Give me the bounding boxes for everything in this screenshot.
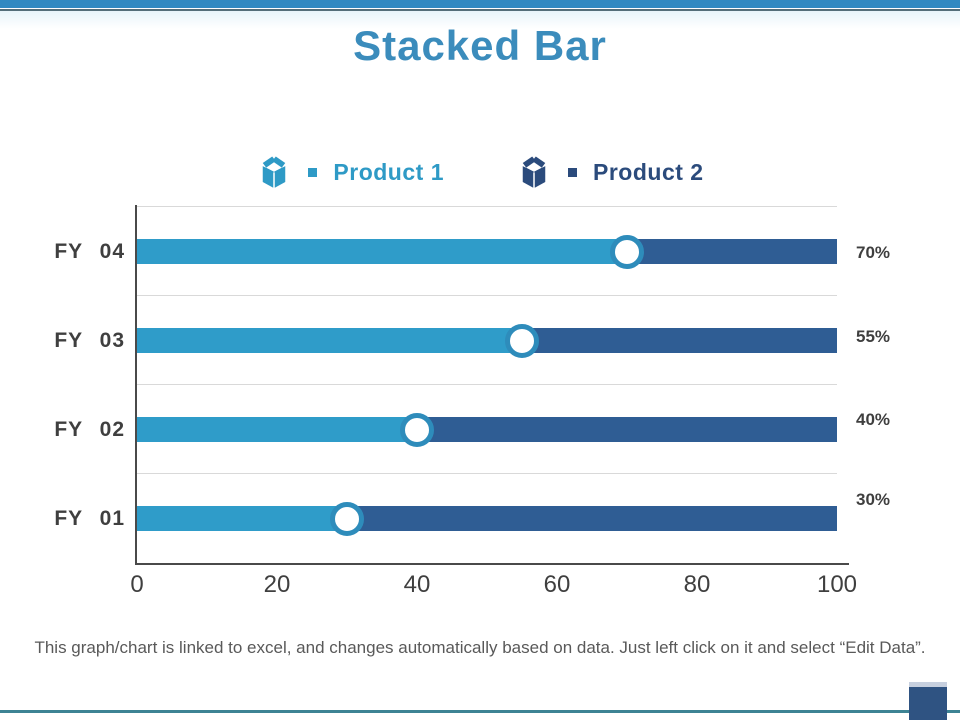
x-tick-label: 0 bbox=[130, 571, 144, 598]
marker-circle bbox=[610, 234, 644, 269]
gridline bbox=[137, 384, 837, 385]
bottom-accent-line bbox=[0, 710, 960, 713]
footer-note: This graph/chart is linked to excel, and… bbox=[34, 638, 926, 657]
top-fade-gradient bbox=[0, 11, 960, 29]
legend-label: Product 1 bbox=[333, 158, 444, 185]
bar-segment-series-2 bbox=[627, 239, 837, 264]
top-accent-line bbox=[0, 9, 960, 11]
chart-legend: Product 1 Product 2 bbox=[0, 148, 960, 196]
open-box-icon bbox=[522, 156, 546, 188]
corner-square-cap bbox=[909, 682, 947, 687]
corner-square bbox=[909, 687, 947, 720]
legend-bullet bbox=[308, 167, 318, 177]
category-label: FY 02 bbox=[54, 417, 125, 441]
bar-segment-series-2 bbox=[522, 328, 837, 353]
x-tick-label: 40 bbox=[403, 571, 431, 598]
bar-segment-series-1 bbox=[137, 506, 347, 531]
top-accent-bar bbox=[0, 0, 960, 8]
marker-circle bbox=[505, 323, 539, 358]
category-label: FY 04 bbox=[54, 239, 125, 263]
value-label: 70% bbox=[856, 243, 891, 262]
y-axis-line bbox=[135, 205, 137, 565]
x-tick-label: 80 bbox=[683, 571, 711, 598]
value-label: 40% bbox=[856, 410, 891, 429]
bar-segment-series-1 bbox=[137, 417, 417, 442]
value-label: 30% bbox=[856, 490, 891, 509]
x-tick-label: 20 bbox=[263, 571, 291, 598]
x-tick-label: 100 bbox=[816, 571, 858, 598]
gridline bbox=[137, 473, 837, 474]
gridline bbox=[137, 206, 837, 207]
legend-item-product-1[interactable]: Product 1 bbox=[256, 153, 444, 191]
page-title: Stacked Bar bbox=[353, 22, 607, 69]
category-label: FY 01 bbox=[54, 506, 125, 530]
value-label: 55% bbox=[856, 327, 891, 346]
bar-segment-series-2 bbox=[417, 417, 837, 442]
open-box-icon bbox=[263, 156, 286, 188]
marker-circle bbox=[400, 412, 434, 447]
bar-segment-series-1 bbox=[137, 328, 522, 353]
legend-bullet bbox=[568, 167, 577, 177]
gridline bbox=[137, 295, 837, 296]
legend-item-product-2[interactable]: Product 2 bbox=[516, 153, 704, 191]
x-axis-line bbox=[135, 563, 849, 565]
x-tick-label: 60 bbox=[543, 571, 571, 598]
bar-segment-series-1 bbox=[137, 239, 627, 264]
category-label: FY 03 bbox=[54, 328, 125, 352]
bar-segment-series-2 bbox=[347, 506, 837, 531]
marker-circle bbox=[330, 501, 364, 536]
legend-label: Product 2 bbox=[593, 158, 704, 185]
